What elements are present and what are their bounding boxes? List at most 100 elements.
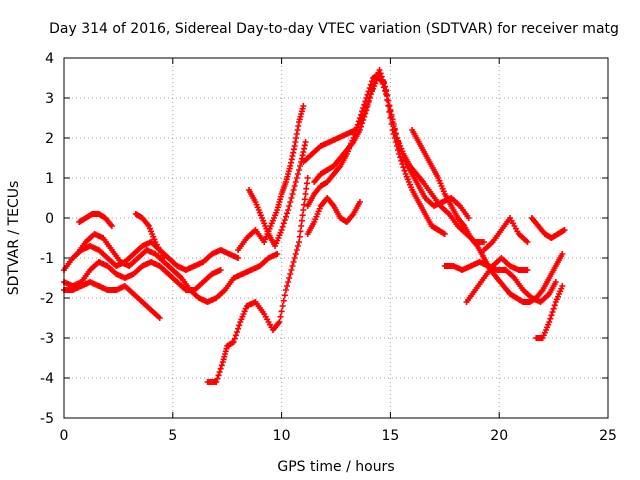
data-point xyxy=(291,183,298,189)
series-arc-6 xyxy=(132,211,168,261)
data-point xyxy=(296,239,303,245)
data-point xyxy=(232,332,239,339)
x-tick-label: 0 xyxy=(60,428,69,444)
data-point xyxy=(549,309,556,315)
data-point xyxy=(288,195,295,201)
data-point xyxy=(524,239,531,245)
data-point xyxy=(377,70,384,77)
data-point xyxy=(383,88,390,95)
data-point xyxy=(233,329,240,335)
data-point xyxy=(282,213,289,220)
data-point xyxy=(289,263,296,269)
data-point xyxy=(217,365,224,372)
data-point xyxy=(285,279,292,285)
data-point xyxy=(156,315,163,321)
data-point xyxy=(286,275,293,281)
data-point xyxy=(552,279,559,285)
data-point xyxy=(287,271,294,277)
data-point xyxy=(214,375,221,382)
x-tick-label: 20 xyxy=(490,428,508,444)
data-point xyxy=(381,83,388,90)
data-point xyxy=(303,180,310,187)
data-point xyxy=(384,93,391,99)
chart-title: Day 314 of 2016, Sidereal Day-to-day VTE… xyxy=(49,21,619,37)
data-point xyxy=(278,308,285,315)
data-point xyxy=(216,369,223,375)
data-point xyxy=(390,121,397,127)
data-point xyxy=(292,179,299,185)
x-tick-label: 5 xyxy=(168,428,177,444)
data-point xyxy=(392,130,399,137)
data-points xyxy=(61,67,568,385)
data-point xyxy=(278,227,285,233)
data-point xyxy=(290,187,297,193)
plot-frame xyxy=(63,57,609,419)
data-point xyxy=(235,255,242,261)
data-point xyxy=(300,103,307,109)
data-point xyxy=(356,199,363,205)
data-point xyxy=(303,185,310,192)
data-point xyxy=(231,335,238,342)
data-point xyxy=(550,305,557,312)
data-point xyxy=(465,215,472,221)
y-tick-label: 2 xyxy=(45,131,54,147)
data-point xyxy=(108,223,115,229)
data-point xyxy=(294,243,301,249)
data-point xyxy=(380,79,387,85)
data-point xyxy=(364,101,371,107)
data-point xyxy=(302,139,309,145)
data-point xyxy=(362,107,369,114)
data-point xyxy=(548,312,555,319)
series-arc-9 xyxy=(245,139,309,249)
data-point xyxy=(217,267,224,273)
data-point xyxy=(400,164,407,171)
data-point xyxy=(161,255,168,261)
data-point xyxy=(441,231,448,237)
data-point xyxy=(236,322,243,329)
y-tick-label: -3 xyxy=(40,331,54,347)
data-point xyxy=(282,287,289,293)
data-point xyxy=(292,251,299,257)
data-point xyxy=(280,220,287,227)
data-point xyxy=(279,303,286,309)
data-point xyxy=(285,207,292,213)
data-point xyxy=(302,191,309,197)
data-point xyxy=(385,97,392,104)
series-arc-4 xyxy=(74,231,281,305)
y-tick-label: 3 xyxy=(45,91,54,107)
data-point xyxy=(290,259,297,265)
data-point xyxy=(277,313,284,320)
series-arc-19 xyxy=(533,283,566,341)
data-point xyxy=(363,104,370,111)
y-tick-label: -2 xyxy=(40,291,54,307)
data-point xyxy=(284,210,291,217)
data-point xyxy=(281,292,288,299)
y-axis-label: SDTVAR / TECUs xyxy=(6,181,22,296)
series-arc-3 xyxy=(61,279,163,321)
data-point xyxy=(296,167,303,173)
x-tick-label: 25 xyxy=(599,428,617,444)
data-point xyxy=(289,191,296,197)
data-point xyxy=(287,199,294,205)
data-point xyxy=(293,175,300,181)
data-point xyxy=(281,217,288,223)
data-point xyxy=(300,207,307,213)
data-point xyxy=(480,239,487,245)
data-point xyxy=(288,267,295,273)
x-tick-label: 10 xyxy=(273,428,291,444)
y-tick-label: 0 xyxy=(45,211,54,227)
data-point xyxy=(235,325,242,332)
series-arc-7 xyxy=(204,175,311,385)
data-point xyxy=(376,67,383,73)
data-point xyxy=(293,247,300,253)
data-point xyxy=(276,319,283,325)
data-point xyxy=(215,372,222,379)
data-point xyxy=(388,111,395,118)
data-point xyxy=(401,167,408,174)
series-arc-5 xyxy=(76,211,115,229)
data-point xyxy=(297,228,304,235)
data-point xyxy=(304,175,311,181)
data-point xyxy=(361,111,368,117)
